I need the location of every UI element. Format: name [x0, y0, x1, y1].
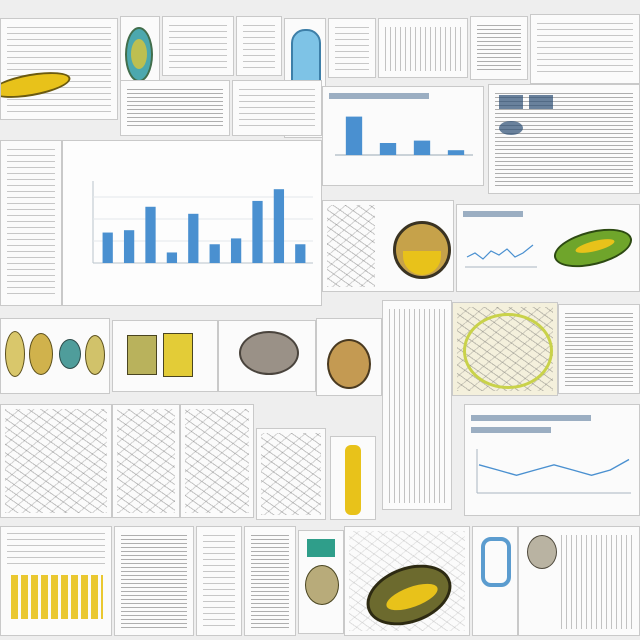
- bar-6: [230, 238, 242, 263]
- document-thumbnail: [558, 304, 640, 394]
- table-thumbnail: [488, 84, 640, 194]
- document-thumbnail: [328, 18, 376, 78]
- document-thumbnail: [0, 18, 118, 120]
- leaf-illustration-large: [344, 526, 470, 636]
- document-thumbnail: [114, 526, 194, 636]
- document-thumbnail: [232, 80, 322, 136]
- anatomy-card: [472, 526, 518, 636]
- specimen-card: [298, 530, 344, 634]
- leaf-sketch: [180, 404, 254, 518]
- text-column: [382, 300, 452, 510]
- bar-5: [209, 244, 220, 263]
- bar-3: [166, 252, 178, 263]
- document-thumbnail: [120, 80, 230, 136]
- fruit-illustrations: [0, 318, 110, 394]
- bar-0: [345, 116, 363, 155]
- line-series: [478, 458, 630, 477]
- document-thumbnail: [0, 140, 62, 306]
- bar-3: [447, 150, 465, 155]
- leaf-illustration-panel: [322, 200, 454, 292]
- main-bar-chart: [62, 140, 322, 306]
- plant-sketch: [112, 404, 180, 518]
- bar-4: [188, 213, 199, 263]
- document-thumbnail: [530, 14, 640, 84]
- bar-7: [252, 200, 263, 263]
- small-bar-chart: [322, 86, 484, 186]
- mini-line-chart: [465, 244, 537, 268]
- line-chart-svg: [476, 449, 631, 494]
- bar-0: [102, 232, 113, 263]
- bar-8: [273, 189, 285, 263]
- bark-sketch: [256, 428, 326, 520]
- bar-9: [295, 244, 306, 263]
- bar-2: [413, 140, 431, 155]
- document-thumbnail: [244, 526, 296, 636]
- bar-1: [379, 143, 397, 155]
- document-thumbnail: [236, 16, 282, 76]
- document-thumbnail: [470, 16, 528, 80]
- main-bar-chart-svg: [92, 181, 313, 264]
- document-thumbnail: [518, 526, 640, 636]
- document-thumbnail: [196, 526, 242, 636]
- seed-illustration: [316, 318, 382, 396]
- bar-2: [145, 206, 156, 263]
- bar-1: [123, 230, 135, 263]
- specimen-illustration: [330, 436, 376, 520]
- leaf-sketch: [0, 404, 112, 518]
- yellow-bar-chart-thumbnail: [0, 526, 112, 636]
- line-chart-and-leaf: [456, 204, 640, 292]
- diagram-thumbnail: [378, 18, 468, 78]
- small-bar-chart-svg: [335, 116, 473, 156]
- shell-illustration: [218, 320, 316, 392]
- line-chart-panel: [464, 404, 640, 516]
- document-thumbnail: [162, 16, 234, 76]
- fern-illustration: [452, 302, 558, 396]
- poster-thumbnail: [112, 320, 218, 392]
